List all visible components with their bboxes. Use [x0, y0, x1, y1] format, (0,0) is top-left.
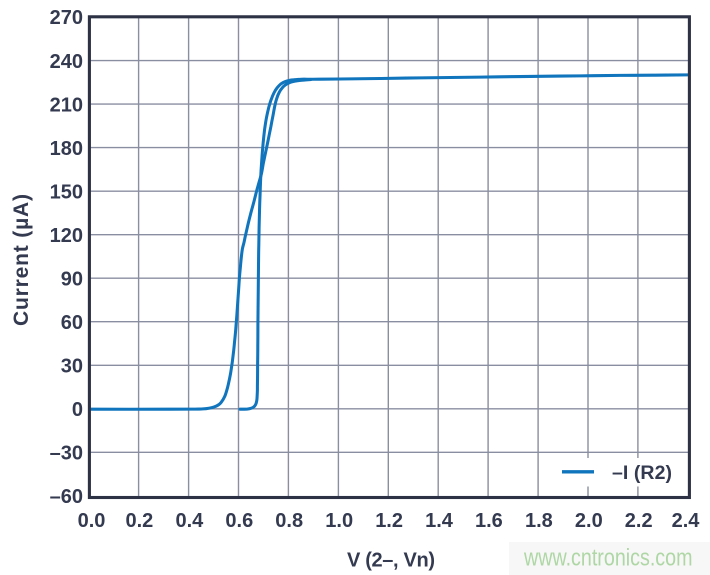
- svg-text:0.6: 0.6: [225, 510, 253, 532]
- svg-text:V (2–, Vn): V (2–, Vn): [347, 550, 435, 572]
- svg-text:240: 240: [50, 51, 83, 73]
- svg-text:90: 90: [61, 268, 83, 290]
- svg-text:–30: –30: [50, 443, 83, 465]
- svg-text:30: 30: [61, 356, 83, 378]
- svg-text:120: 120: [50, 225, 83, 247]
- svg-text:60: 60: [61, 312, 83, 334]
- svg-text:0.0: 0.0: [78, 510, 106, 532]
- svg-text:2.0: 2.0: [575, 510, 603, 532]
- svg-text:www.cntronics.com: www.cntronics.com: [523, 545, 692, 572]
- svg-text:2.2: 2.2: [625, 510, 653, 532]
- svg-text:1.6: 1.6: [475, 510, 503, 532]
- svg-text:0.4: 0.4: [175, 510, 204, 532]
- svg-text:0.8: 0.8: [275, 510, 303, 532]
- svg-text:210: 210: [50, 94, 83, 116]
- svg-text:1.8: 1.8: [525, 510, 553, 532]
- svg-text:1.2: 1.2: [375, 510, 403, 532]
- svg-text:–60: –60: [50, 486, 83, 508]
- svg-text:1.0: 1.0: [325, 510, 353, 532]
- svg-text:0: 0: [72, 399, 83, 421]
- svg-text:180: 180: [50, 138, 83, 160]
- svg-text:0.2: 0.2: [125, 510, 153, 532]
- svg-text:1.4: 1.4: [425, 510, 454, 532]
- svg-text:2.4: 2.4: [672, 510, 701, 532]
- svg-text:–I (R2): –I (R2): [612, 462, 672, 484]
- svg-text:Current (µA): Current (µA): [10, 194, 33, 326]
- svg-text:150: 150: [50, 181, 83, 203]
- svg-text:270: 270: [50, 7, 83, 29]
